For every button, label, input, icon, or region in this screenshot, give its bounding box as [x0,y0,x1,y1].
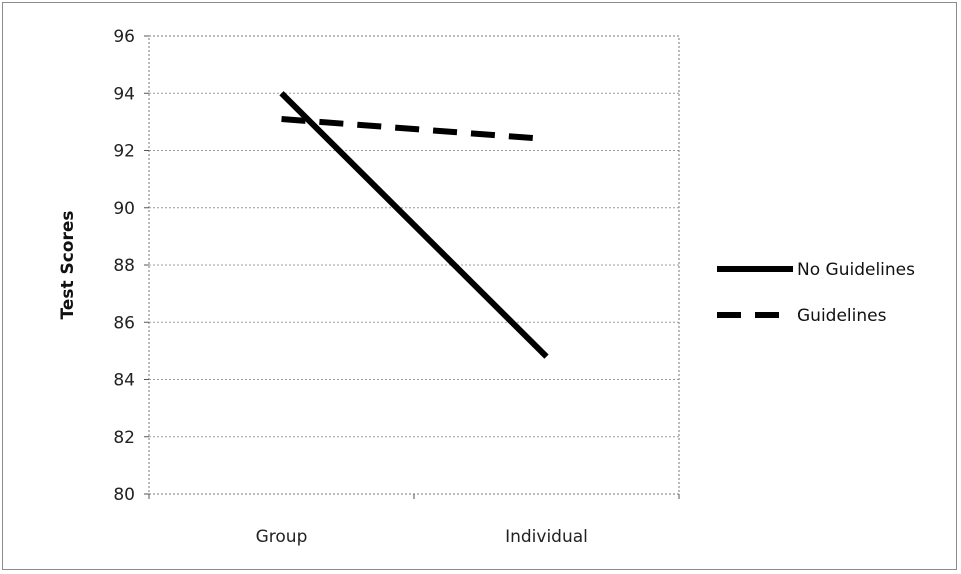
y-tick-label: 96 [113,27,135,47]
legend-label-2: Guidelines [797,306,887,326]
y-tick-label: 90 [113,199,135,219]
y-tick-label: 82 [113,428,135,448]
x-tick-label: Individual [505,527,588,547]
x-tick-label: Group [256,527,308,547]
series-line-2 [281,116,547,143]
y-tick-label: 88 [113,256,135,276]
y-tick-label: 84 [113,371,135,391]
legend-label-1: No Guidelines [797,260,915,280]
series-lines [279,91,549,359]
y-tick-label: 80 [113,485,135,505]
x-axis-ticks: Group Individual [148,494,680,547]
y-tick-label: 92 [113,142,135,162]
grid-lines [149,92,679,438]
y-tick-label: 94 [113,84,135,104]
legend: No Guidelines Guidelines [717,260,915,326]
chart-svg: 80 82 84 86 88 90 92 94 96 Group Individual Test … [58,27,915,547]
y-tick-label: 86 [113,313,135,333]
y-axis-ticks: 80 82 84 86 88 90 92 94 96 [113,27,149,505]
series-line-1 [279,91,549,359]
y-axis-title: Test Scores [58,210,78,319]
